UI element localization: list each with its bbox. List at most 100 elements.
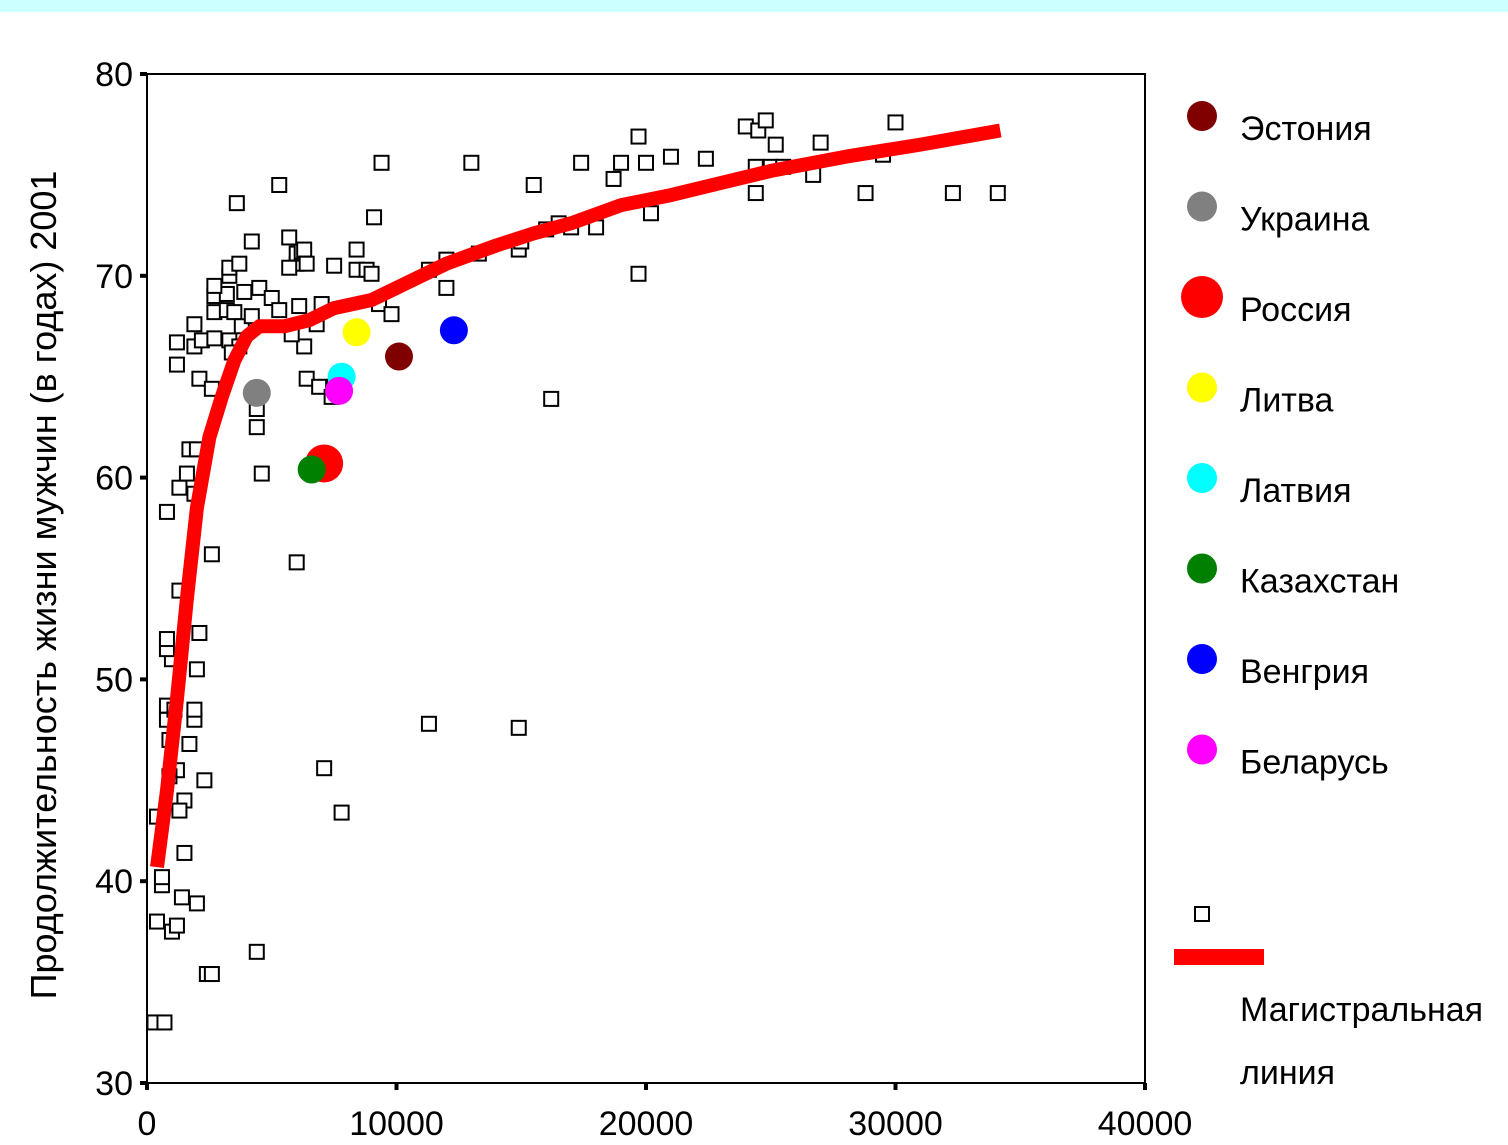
- legend-label: Венгрия: [1240, 653, 1369, 691]
- scatter-point: [186, 316, 203, 333]
- y-tick-label: 60: [95, 460, 133, 498]
- scatter-point: [757, 112, 774, 129]
- scatter-point: [188, 661, 205, 678]
- x-axis: 0 10000 20000 30000 40000: [138, 1083, 1193, 1143]
- scatter-point: [366, 209, 383, 226]
- scatter-point: [767, 136, 784, 153]
- scatter-point: [989, 185, 1006, 202]
- legend-swatch: [1187, 734, 1217, 765]
- scatter-point: [296, 241, 313, 258]
- scatter-point: [173, 889, 190, 906]
- scatter-point: [168, 917, 185, 934]
- scatter-point: [288, 554, 305, 571]
- scatter-point: [887, 114, 904, 131]
- scatter-point: [363, 265, 380, 282]
- scatter-point: [525, 176, 542, 193]
- x-tick-label: 40000: [1098, 1105, 1193, 1143]
- scatter-point: [573, 154, 590, 171]
- y-tick-label: 80: [95, 56, 133, 94]
- scatter-point: [186, 701, 203, 718]
- legend-swatch: [1187, 463, 1217, 493]
- scatter-point: [944, 185, 961, 202]
- scatter-point: [153, 869, 170, 886]
- scatter-point: [298, 370, 315, 387]
- plot-border: [146, 73, 1146, 1084]
- country-point: [242, 378, 271, 407]
- legend: Эстония Украина Россия Литва Латвия Казахстан…: [1174, 101, 1483, 1092]
- scatter-point: [271, 302, 288, 319]
- scatter-point: [158, 631, 175, 648]
- scatter-point: [218, 285, 235, 302]
- country-point: [439, 316, 468, 345]
- scatter-point: [206, 277, 223, 294]
- scatter-point: [226, 304, 243, 321]
- y-axis: 30 40 50 60 70 80: [95, 56, 147, 1103]
- scatter-point: [438, 279, 455, 296]
- country-point: [325, 376, 354, 405]
- scatter-point: [236, 283, 253, 300]
- scatter-point: [191, 624, 208, 641]
- scatter-point: [168, 356, 185, 373]
- country-points: [242, 316, 468, 484]
- scatter-point: [253, 465, 270, 482]
- legend-swatch: [1187, 372, 1217, 403]
- scatter-point: [316, 760, 333, 777]
- scatter-point: [158, 503, 175, 520]
- legend-label: Латвия: [1240, 472, 1352, 510]
- scatter-point: [291, 298, 308, 315]
- legend-label: Украина: [1240, 201, 1370, 239]
- scatter-points: [146, 112, 1006, 1031]
- legend-label: Россия: [1240, 291, 1352, 329]
- scatter-point: [348, 241, 365, 258]
- legend-swatch: [1187, 101, 1217, 131]
- legend-swatch: [1181, 276, 1223, 318]
- scatter-point: [181, 735, 198, 752]
- scatter-point: [642, 205, 659, 222]
- scatter-point: [857, 185, 874, 202]
- scatter-point: [298, 255, 315, 272]
- scatter-point: [231, 255, 248, 272]
- legend-square-marker: [1194, 906, 1210, 922]
- legend-label: Беларусь: [1240, 744, 1389, 782]
- scatter-point: [228, 195, 245, 212]
- scatter-point: [281, 259, 298, 276]
- scatter-point: [326, 257, 343, 274]
- legend-swatch: [1187, 191, 1217, 222]
- scatter-point: [630, 128, 647, 145]
- scatter-point: [373, 154, 390, 171]
- scatter-point: [697, 150, 714, 167]
- scatter-point: [206, 330, 223, 347]
- scatter-point: [196, 772, 213, 789]
- scatter-point: [251, 279, 268, 296]
- scatter-point: [605, 170, 622, 187]
- scatter-point: [203, 966, 220, 983]
- y-tick-label: 50: [95, 661, 133, 699]
- scatter-point: [243, 233, 260, 250]
- x-tick-label: 20000: [599, 1105, 694, 1143]
- scatter-point: [383, 306, 400, 323]
- country-point: [297, 455, 326, 484]
- scatter-point: [203, 546, 220, 563]
- scatter-point: [178, 465, 195, 482]
- legend-label: Литва: [1240, 382, 1334, 420]
- scatter-point: [281, 229, 298, 246]
- top-band: [0, 0, 1508, 12]
- scatter-point: [630, 265, 647, 282]
- scatter-point: [148, 913, 165, 930]
- scatter-point: [812, 134, 829, 151]
- scatter-point: [638, 154, 654, 171]
- scatter-point: [176, 844, 193, 861]
- trend-line: [150, 123, 1002, 869]
- scatter-point: [188, 895, 205, 912]
- legend-label: Эстония: [1240, 110, 1372, 148]
- y-axis-title: Продолжительность жизни мужчин (в годах)…: [23, 171, 64, 1000]
- trend-line-path: [150, 123, 1002, 869]
- scatter-point: [543, 390, 560, 407]
- x-tick-label: 0: [138, 1105, 157, 1143]
- country-point: [384, 342, 413, 371]
- country-point: [342, 318, 371, 347]
- legend-line-label: Магистральная: [1240, 991, 1483, 1029]
- scatter-point: [510, 719, 527, 736]
- y-tick-label: 70: [95, 258, 133, 296]
